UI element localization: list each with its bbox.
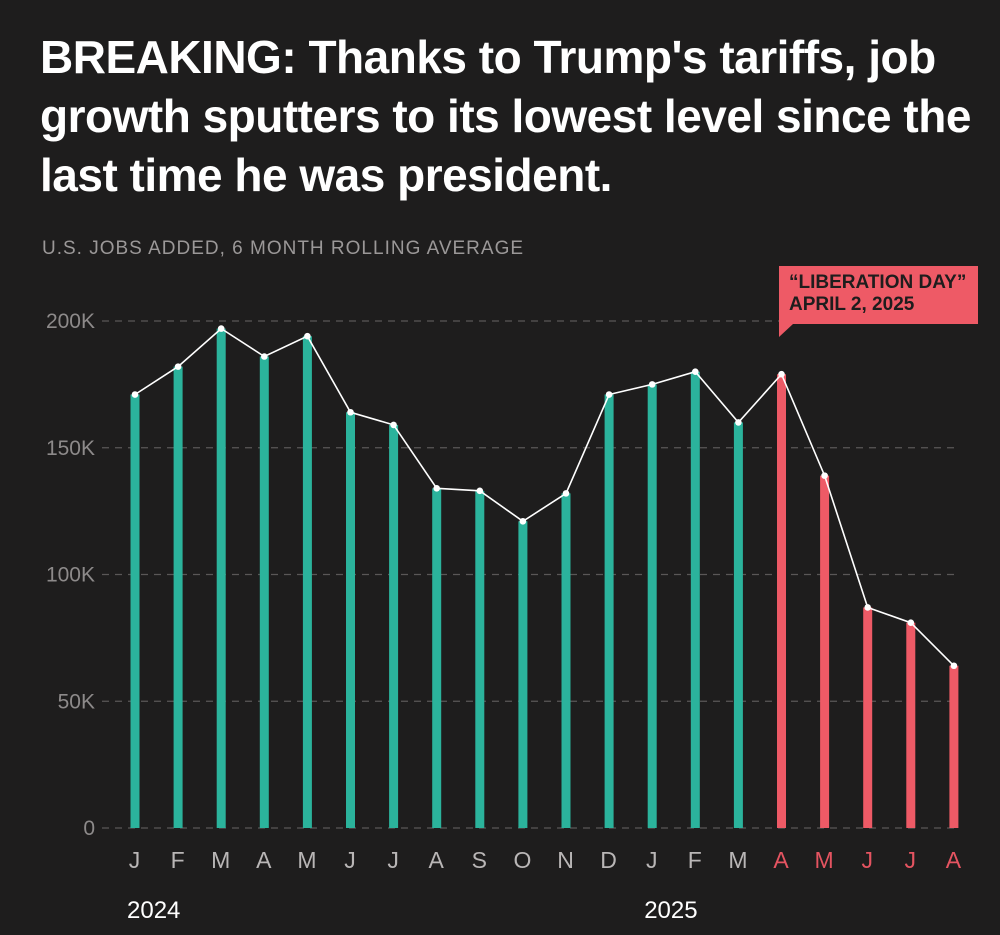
data-point bbox=[304, 332, 311, 340]
x-tick-label: J bbox=[646, 847, 659, 873]
data-point bbox=[519, 517, 527, 525]
liberation-day-callout: “LIBERATION DAY” APRIL 2, 2025 bbox=[779, 266, 979, 324]
data-point bbox=[907, 619, 915, 626]
data-point bbox=[562, 490, 570, 497]
bar bbox=[389, 424, 399, 828]
x-tick-label: F bbox=[171, 847, 186, 873]
x-tick-label: N bbox=[557, 847, 575, 873]
data-point bbox=[347, 408, 354, 416]
data-point bbox=[433, 485, 441, 492]
data-point bbox=[476, 487, 484, 495]
bar bbox=[216, 328, 226, 828]
x-tick-label: A bbox=[429, 847, 445, 873]
data-point bbox=[735, 419, 742, 426]
x-tick-label: F bbox=[688, 847, 703, 873]
bar bbox=[820, 475, 830, 828]
x-tick-label: S bbox=[472, 847, 488, 873]
bar bbox=[130, 394, 140, 828]
x-tick-label: J bbox=[861, 847, 874, 873]
x-tick-label: M bbox=[211, 847, 231, 873]
y-axis-ticks: 0 50K 100K 150K 200K bbox=[46, 310, 95, 840]
data-point bbox=[261, 353, 268, 360]
y-tick-label: 200K bbox=[46, 310, 95, 333]
bar bbox=[906, 622, 916, 828]
bar bbox=[259, 356, 269, 828]
bar bbox=[949, 665, 959, 828]
x-tick-label: A bbox=[256, 847, 272, 873]
x-tick-label: J bbox=[344, 847, 357, 873]
bar bbox=[432, 488, 442, 828]
data-point bbox=[950, 662, 958, 670]
bar bbox=[777, 374, 786, 828]
year-label: 2024 bbox=[127, 897, 180, 924]
year-label: 2025 bbox=[644, 897, 697, 924]
bar bbox=[690, 371, 700, 828]
trend-line bbox=[131, 325, 958, 670]
x-tick-label: A bbox=[773, 847, 789, 873]
bar bbox=[518, 521, 528, 828]
grid-lines bbox=[102, 320, 960, 829]
data-point bbox=[390, 421, 397, 429]
bar bbox=[647, 384, 657, 828]
data-point bbox=[778, 370, 785, 378]
callout-line-1: “LIBERATION DAY” bbox=[789, 272, 967, 293]
data-point bbox=[648, 381, 656, 388]
y-tick-label: 150K bbox=[46, 437, 95, 460]
y-tick-label: 0 bbox=[83, 817, 95, 840]
x-tick-label: O bbox=[513, 847, 532, 873]
data-point bbox=[864, 604, 871, 611]
bar bbox=[302, 336, 312, 828]
bar bbox=[346, 412, 355, 828]
y-tick-label: 100K bbox=[46, 564, 95, 587]
x-tick-label: M bbox=[297, 847, 317, 873]
bar bbox=[561, 493, 571, 828]
data-point bbox=[605, 391, 613, 398]
bars bbox=[130, 328, 959, 828]
callout-pointer bbox=[779, 324, 793, 337]
chart-subtitle: U.S. JOBS ADDED, 6 MONTH ROLLING AVERAGE bbox=[42, 238, 525, 259]
data-point bbox=[131, 391, 139, 398]
data-point bbox=[692, 368, 699, 376]
data-point bbox=[217, 325, 225, 332]
bar bbox=[475, 490, 485, 828]
x-tick-label: J bbox=[387, 847, 400, 873]
bar bbox=[733, 422, 743, 828]
x-tick-label: J bbox=[905, 847, 918, 873]
trend-polyline bbox=[134, 327, 955, 667]
bar bbox=[604, 394, 614, 828]
headline: BREAKING: Thanks to Trump's tariffs, job… bbox=[40, 31, 971, 201]
x-tick-label: J bbox=[129, 847, 142, 873]
x-tick-label: M bbox=[728, 847, 748, 873]
x-tick-label: M bbox=[815, 847, 835, 873]
x-tick-label: D bbox=[600, 847, 618, 873]
bar bbox=[863, 607, 873, 828]
data-point bbox=[174, 363, 182, 370]
bar bbox=[173, 366, 183, 828]
data-point bbox=[821, 472, 828, 479]
callout-line-2: APRIL 2, 2025 bbox=[789, 294, 915, 315]
y-tick-label: 50K bbox=[58, 690, 95, 713]
x-tick-label: A bbox=[946, 847, 962, 873]
